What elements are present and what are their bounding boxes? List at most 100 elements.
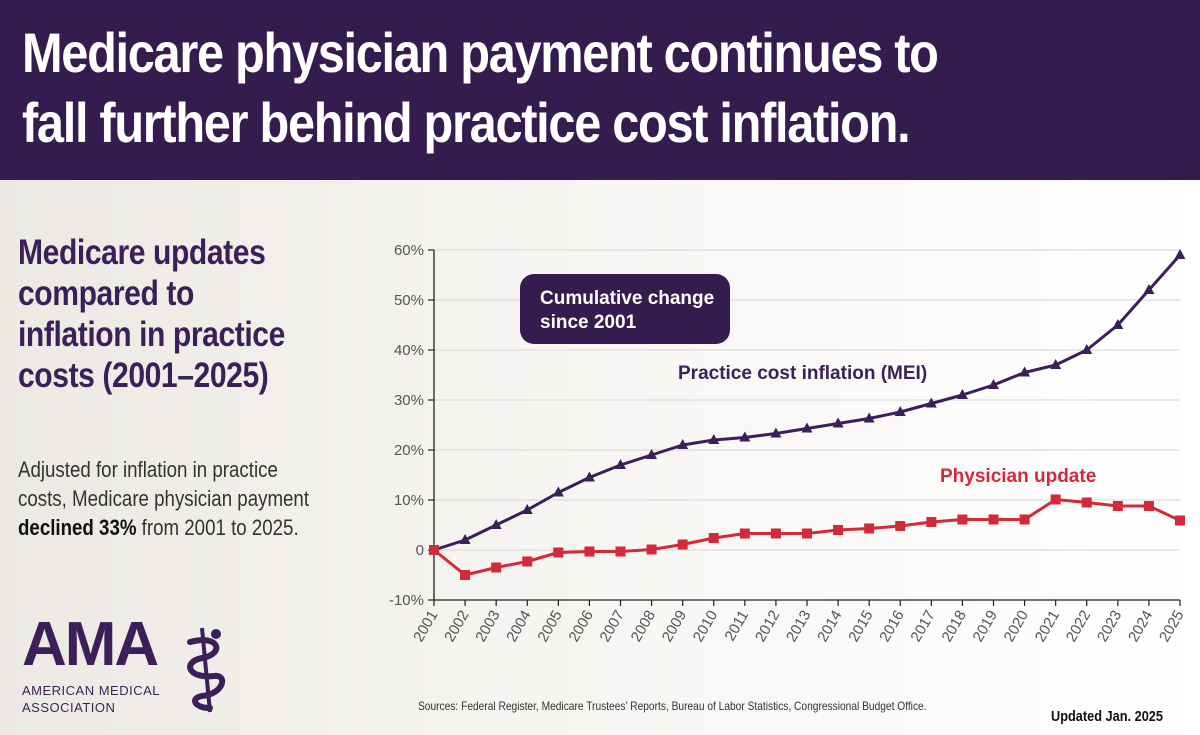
callout-line-1: Cumulative change: [540, 288, 714, 309]
x-tick-label: 2006: [565, 608, 596, 645]
data-point-physician: [802, 528, 812, 539]
y-tick-label: 20%: [394, 442, 424, 459]
description-line-2: costs, Medicare physician payment: [18, 486, 310, 511]
y-axis-ticks: -10% 0 10% 20% 30% 40% 50% 60%: [389, 242, 434, 609]
x-axis-ticks: 2001 2002 2003 2004 2005 2006 2007 2008 2009 2010…: [410, 600, 1187, 645]
data-point-physician: [708, 533, 719, 543]
data-point-mei: [770, 427, 782, 438]
title-line-2: fall further behind practice cost inflat…: [22, 91, 911, 154]
x-tick-label: 2008: [628, 608, 659, 645]
x-tick-label: 2025: [1156, 608, 1187, 645]
x-tick-label: 2016: [876, 608, 907, 645]
data-point-mei: [739, 431, 751, 442]
y-tick-label: 50%: [394, 292, 424, 309]
data-point-mei: [832, 417, 844, 428]
data-point-mei: [988, 379, 999, 389]
data-point-mei: [490, 519, 502, 529]
data-point-physician: [522, 556, 533, 567]
data-point-mei: [583, 471, 595, 482]
x-tick-label: 2021: [1032, 608, 1063, 645]
series-label-mei: Practice cost inflation (MEI): [678, 363, 927, 384]
subtitle-line-3: inflation in practice: [18, 315, 285, 354]
title-line-1: Medicare physician payment continues to: [22, 21, 939, 84]
y-tick-label: 0: [416, 542, 424, 559]
data-point-physician: [1050, 494, 1061, 505]
chart-subtitle: Medicare updates compared to inflation i…: [18, 232, 345, 396]
updated-date: Updated Jan. 2025: [1051, 708, 1163, 725]
data-point-mei: [708, 434, 720, 444]
subtitle-line-2: compared to: [18, 274, 194, 313]
x-tick-label: 2020: [1001, 608, 1032, 645]
logo-subtitle: AMERICAN MEDICAL ASSOCIATION: [22, 682, 160, 716]
data-point-physician: [739, 528, 750, 539]
data-point-mei: [646, 449, 658, 459]
data-point-mei: [956, 389, 968, 399]
data-point-physician: [491, 562, 502, 573]
x-tick-label: 2024: [1125, 608, 1156, 645]
data-point-mei: [1050, 359, 1062, 369]
subtitle-line-1: Medicare updates: [18, 233, 266, 272]
data-point-physician: [677, 539, 688, 550]
data-point-physician: [615, 546, 626, 557]
data-point-mei: [1081, 344, 1093, 354]
data-point-physician: [895, 521, 906, 531]
x-tick-label: 2017: [907, 608, 938, 645]
page-title: Medicare physician payment continues to …: [22, 18, 1031, 158]
x-tick-label: 2010: [690, 608, 721, 645]
data-point-mei: [863, 412, 875, 423]
data-point-mei: [1174, 249, 1186, 259]
x-tick-label: 2014: [814, 608, 845, 645]
callout-box: [520, 274, 730, 344]
data-point-physician: [988, 514, 999, 525]
x-tick-label: 2022: [1063, 608, 1094, 645]
data-point-physician: [957, 514, 968, 525]
subtitle-line-4: costs (2001–2025): [18, 356, 269, 395]
y-tick-label: -10%: [389, 592, 424, 609]
line-chart: -10% 0 10% 20% 30% 40% 50% 60% 2001 2002 2003 2004…: [389, 242, 1187, 645]
data-point-physician: [1081, 497, 1092, 508]
x-tick-label: 2003: [472, 608, 503, 645]
data-point-mei: [925, 397, 937, 408]
data-point-physician: [1019, 514, 1030, 525]
x-tick-label: 2005: [534, 608, 565, 645]
data-point-mei: [615, 459, 626, 469]
data-point-physician: [926, 517, 937, 527]
data-point-mei: [552, 486, 564, 497]
data-point-physician: [1143, 501, 1154, 511]
description: Adjusted for inflation in practice costs…: [18, 455, 341, 542]
data-point-physician: [1175, 515, 1185, 526]
y-tick-label: 30%: [394, 392, 424, 409]
y-tick-label: 60%: [394, 242, 424, 259]
x-tick-label: 2001: [410, 608, 441, 645]
series-label-physician: Physician update: [940, 466, 1096, 487]
logo-line-1: AMERICAN MEDICAL: [22, 683, 161, 698]
series-layer: [428, 249, 1186, 580]
data-point-mei: [1143, 284, 1155, 294]
data-point-mei: [521, 504, 533, 514]
x-tick-label: 2018: [938, 608, 969, 645]
logo-line-2: ASSOCIATION: [22, 700, 116, 715]
x-tick-label: 2002: [441, 608, 472, 645]
logo-wordmark: AMA: [22, 610, 159, 679]
x-tick-label: 2015: [845, 608, 876, 645]
data-point-physician: [1112, 501, 1123, 511]
x-tick-label: 2011: [721, 608, 752, 644]
data-point-mei: [801, 422, 813, 433]
caduceus-icon: [187, 627, 226, 713]
description-highlight: declined 33%: [18, 515, 137, 540]
y-tick-label: 10%: [394, 492, 424, 509]
data-point-mei: [677, 439, 689, 449]
sources-note: Sources: Federal Register, Medicare Trus…: [418, 699, 927, 713]
callout-line-2: since 2001: [540, 312, 637, 333]
data-point-mei: [1019, 366, 1031, 377]
chart-callout: Cumulative change since 2001: [520, 274, 730, 344]
description-tail: from 2001 to 2025.: [136, 515, 299, 540]
x-tick-label: 2012: [752, 608, 783, 645]
x-tick-label: 2007: [597, 608, 628, 645]
data-point-physician: [864, 523, 875, 534]
x-tick-label: 2009: [659, 608, 690, 645]
x-tick-label: 2004: [503, 608, 534, 645]
x-tick-label: 2013: [783, 608, 814, 645]
data-point-mei: [894, 406, 906, 416]
header-banner: Medicare physician payment continues to …: [0, 0, 1200, 180]
